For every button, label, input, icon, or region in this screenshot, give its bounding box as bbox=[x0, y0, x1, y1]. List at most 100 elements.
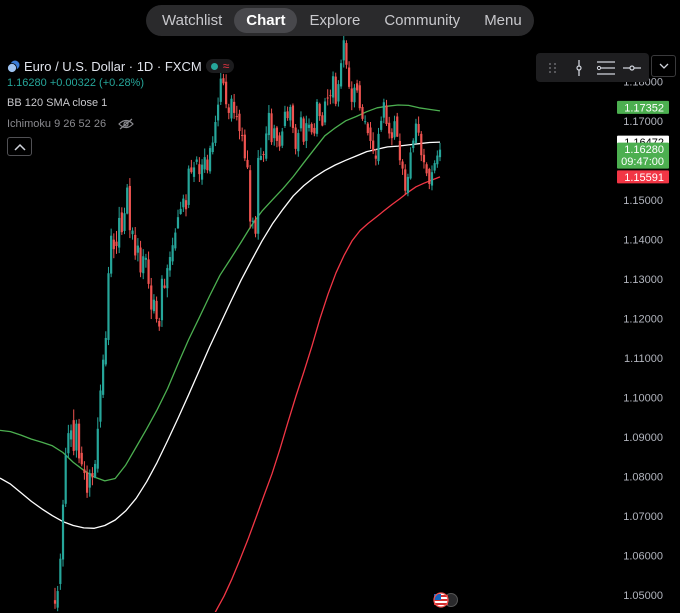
indicator-ichimoku-row[interactable]: Ichimoku 9 26 52 26 bbox=[7, 118, 234, 130]
candle-body bbox=[195, 159, 198, 162]
candle bbox=[366, 122, 369, 136]
candle bbox=[174, 228, 177, 251]
chevron-up-icon bbox=[13, 143, 26, 151]
candle bbox=[200, 159, 204, 185]
candle-body bbox=[102, 359, 105, 395]
tab-community[interactable]: Community bbox=[384, 12, 461, 29]
candle bbox=[61, 499, 65, 567]
candle-body bbox=[347, 67, 351, 87]
collapse-legend-button[interactable] bbox=[7, 137, 32, 156]
candle bbox=[273, 124, 276, 146]
candle-body bbox=[192, 167, 196, 177]
candle bbox=[64, 447, 67, 507]
candle bbox=[94, 459, 97, 479]
horizontal-lines-tool-icon[interactable] bbox=[595, 58, 617, 78]
candle-body bbox=[358, 85, 361, 109]
candle bbox=[425, 162, 428, 177]
tab-watchlist[interactable]: Watchlist bbox=[162, 12, 223, 29]
axis-settings-dropdown[interactable] bbox=[651, 55, 676, 77]
candle bbox=[75, 419, 78, 458]
candle bbox=[331, 71, 335, 104]
candle-body bbox=[163, 285, 166, 288]
candle-body bbox=[75, 423, 78, 451]
horizontal-ray-tool-icon[interactable] bbox=[621, 58, 643, 78]
candle bbox=[422, 148, 426, 169]
candle bbox=[104, 331, 107, 367]
candle bbox=[377, 127, 380, 165]
candle bbox=[374, 148, 377, 166]
candle bbox=[203, 148, 206, 173]
candle-body bbox=[380, 120, 383, 130]
candle-body bbox=[350, 88, 353, 102]
tab-menu[interactable]: Menu bbox=[484, 12, 522, 29]
candle bbox=[412, 138, 415, 153]
candle-body bbox=[281, 131, 284, 146]
candle-body bbox=[131, 230, 134, 235]
candle-body bbox=[227, 107, 230, 113]
candle-body bbox=[251, 220, 254, 222]
candle-body bbox=[404, 169, 407, 191]
candle bbox=[388, 116, 391, 139]
candle-body bbox=[313, 127, 316, 134]
vertical-line-tool-icon[interactable] bbox=[568, 58, 590, 78]
candle bbox=[238, 109, 241, 140]
candle-body bbox=[67, 433, 70, 454]
candle bbox=[155, 296, 158, 323]
candle-body bbox=[241, 135, 244, 137]
candle bbox=[345, 40, 348, 69]
candle bbox=[131, 227, 134, 240]
candle-body bbox=[307, 124, 311, 128]
tab-chart[interactable]: Chart bbox=[234, 8, 298, 33]
price-label-bg bbox=[617, 100, 669, 114]
candle bbox=[187, 165, 190, 209]
candle bbox=[85, 465, 89, 498]
candle-body bbox=[433, 163, 436, 171]
candle bbox=[77, 418, 81, 464]
candle bbox=[233, 93, 236, 119]
candle-body bbox=[120, 212, 123, 233]
candle-body bbox=[118, 217, 121, 248]
candle-body bbox=[265, 133, 268, 159]
us-flag-event-icon[interactable] bbox=[431, 592, 461, 608]
candle-body bbox=[273, 128, 276, 139]
candle-body bbox=[345, 43, 348, 65]
candle bbox=[190, 159, 193, 174]
candle bbox=[436, 150, 439, 168]
candle bbox=[321, 112, 324, 127]
tab-explore[interactable]: Explore bbox=[309, 12, 361, 29]
candle bbox=[323, 97, 327, 126]
top-nav-bar: Watchlist Chart Explore Community Menu bbox=[146, 5, 534, 36]
y-tick-label: 1.17000 bbox=[623, 116, 663, 128]
candle bbox=[176, 209, 180, 230]
candle bbox=[126, 183, 129, 215]
candle bbox=[192, 161, 196, 183]
candle bbox=[99, 384, 102, 428]
candle bbox=[294, 123, 297, 155]
candle bbox=[88, 469, 91, 497]
eye-hidden-icon[interactable] bbox=[118, 118, 134, 130]
candle bbox=[382, 98, 385, 124]
candle-body bbox=[401, 161, 404, 169]
candle bbox=[356, 79, 359, 93]
candle-body bbox=[353, 87, 356, 103]
candle-body bbox=[187, 168, 190, 205]
candle bbox=[289, 104, 292, 127]
candle-body bbox=[171, 245, 174, 262]
candle bbox=[265, 126, 268, 162]
price-change: 1.16280 +0.00322 (+0.28%) bbox=[7, 77, 145, 89]
candle bbox=[208, 145, 212, 174]
candle bbox=[219, 70, 222, 106]
drag-handle-icon[interactable] bbox=[542, 58, 564, 78]
candle bbox=[299, 111, 303, 132]
candle-body bbox=[257, 157, 260, 234]
candle-body bbox=[112, 239, 115, 250]
candle-body bbox=[110, 235, 113, 274]
symbol-row[interactable]: Euro / U.S. Dollar · 1D · FXCM ≈ bbox=[7, 58, 235, 74]
candle-body bbox=[152, 299, 156, 312]
candle bbox=[358, 80, 361, 111]
indicator-bb[interactable]: BB 120 SMA close 1 bbox=[7, 97, 108, 109]
candle-body bbox=[364, 121, 367, 123]
price-label-bg bbox=[617, 170, 669, 184]
